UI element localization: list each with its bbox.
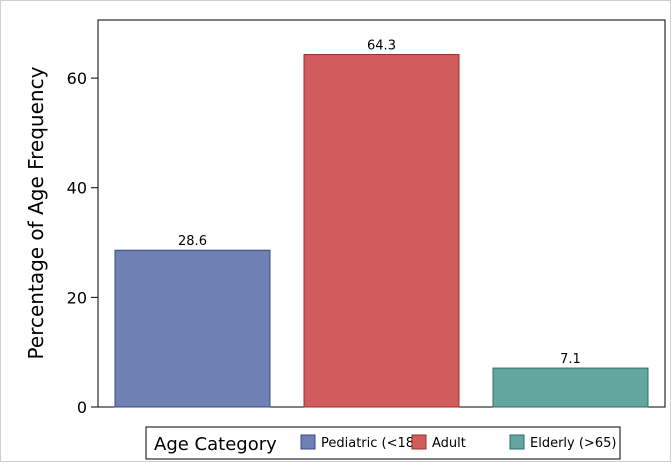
legend-swatch [509,434,525,450]
legend-swatch [300,434,316,450]
y-tick-label: 60 [67,69,87,88]
bar [303,54,460,408]
legend-entry-label: Adult [432,436,466,451]
legend-swatch [411,434,427,450]
legend-title: Age Category [154,434,277,455]
bars: 28.6 64.3 7.1 [114,39,649,408]
bar [114,249,271,408]
bar-data-label: 64.3 [367,39,396,54]
bar [492,367,649,408]
y-axis-ticks: 0 20 40 60 [67,69,98,417]
y-tick-label: 40 [67,179,87,198]
legend-entries: Pediatric (<18) Adult Elderly (>65) [300,434,616,451]
legend-box [145,426,621,460]
legend-entry-label: Elderly (>65) [530,436,616,451]
y-axis-label: Percentage of Age Frequency [24,66,48,359]
y-tick-label: 20 [67,288,87,307]
legend-entry-label: Pediatric (<18) [321,436,419,451]
legend: Age Category Pediatric (<18) Adult Elderly… [145,426,621,460]
bar-data-label: 28.6 [178,234,207,249]
y-tick-label: 0 [77,398,87,417]
bar-data-label: 7.1 [560,352,581,367]
